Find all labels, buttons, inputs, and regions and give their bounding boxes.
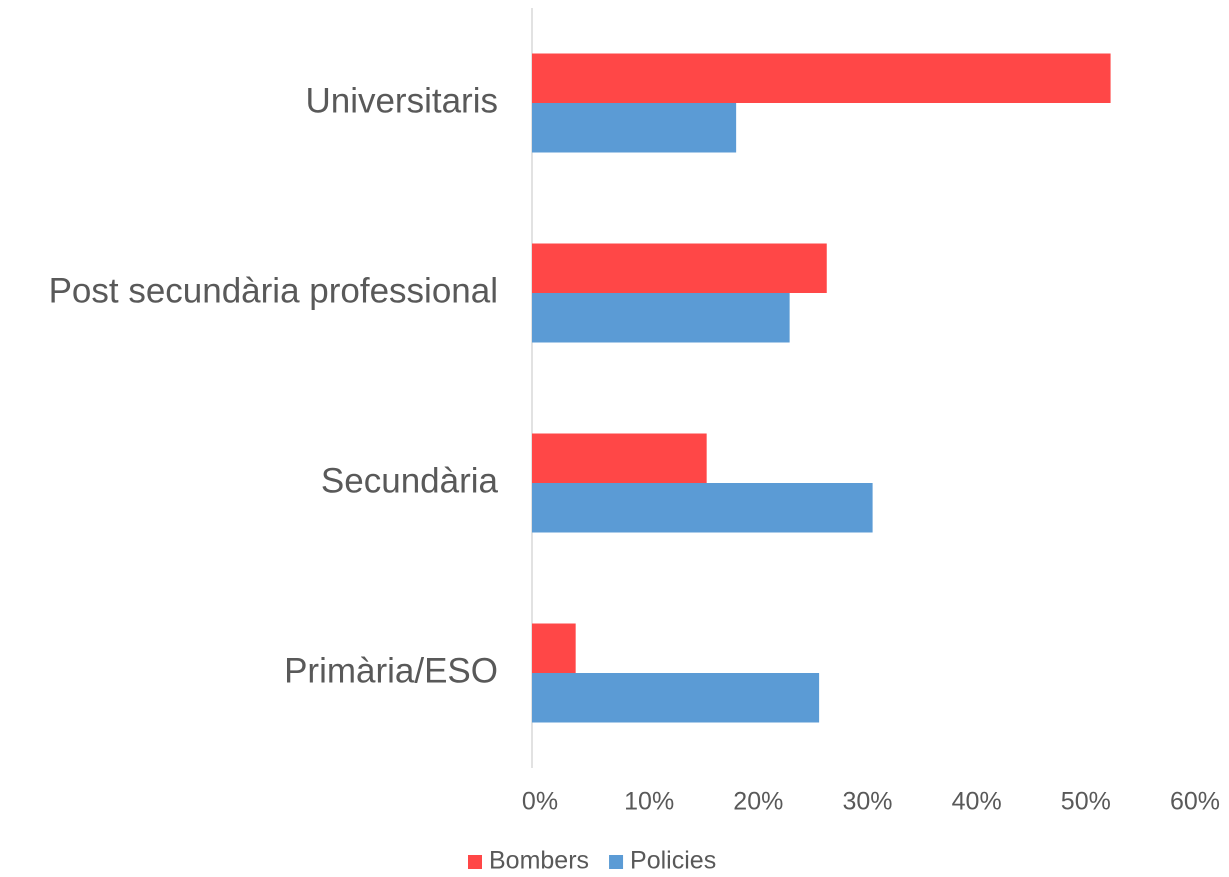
x-tick-label: 20% <box>733 788 783 816</box>
category-label: Post secundària professional <box>49 271 498 310</box>
bar <box>532 623 576 673</box>
x-tick-label: 10% <box>624 788 674 816</box>
x-tick-label: 0% <box>522 788 558 816</box>
bar <box>532 433 707 483</box>
bar <box>532 243 827 293</box>
legend-swatch <box>468 855 482 869</box>
bar <box>532 103 737 153</box>
bar <box>532 483 873 533</box>
x-tick-label: 30% <box>842 788 892 816</box>
x-tick-label: 40% <box>952 788 1002 816</box>
bar <box>532 673 820 723</box>
category-label: Universitaris <box>305 81 498 120</box>
legend-label: Bombers <box>489 847 589 875</box>
x-tick-label: 50% <box>1061 788 1111 816</box>
category-label: Secundària <box>321 461 499 500</box>
x-tick-label: 60% <box>1170 788 1220 816</box>
bar <box>532 53 1111 103</box>
category-label: Primària/ESO <box>284 651 498 690</box>
legend-swatch <box>609 855 624 869</box>
bar <box>532 293 790 343</box>
legend-label: Policies <box>630 847 716 875</box>
